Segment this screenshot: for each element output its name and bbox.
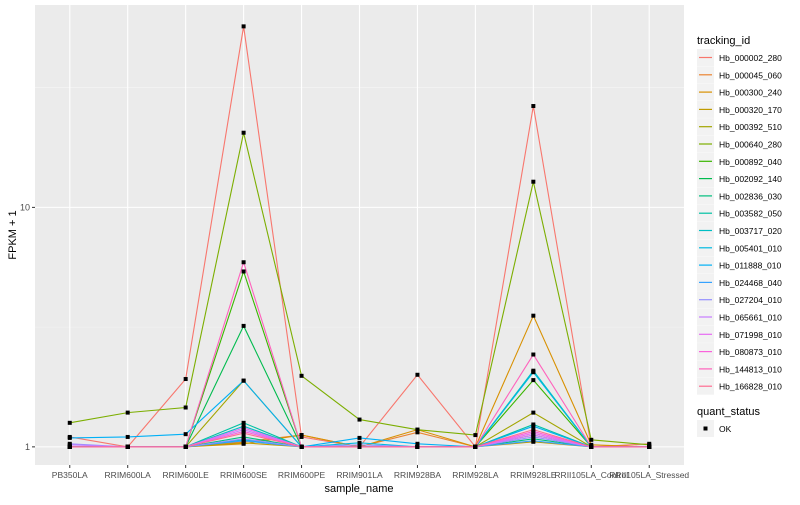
x-tick-label: RRII105LA_Stressed bbox=[609, 470, 689, 480]
legend-label: Hb_000320_170 bbox=[719, 105, 782, 115]
y-tick-label: 10 bbox=[20, 202, 30, 212]
legend-title: tracking_id bbox=[697, 35, 750, 47]
data-point-Hb_000002_280 bbox=[183, 377, 188, 382]
x-tick-label: PB350LA bbox=[52, 470, 88, 480]
data-point-Hb_011888_010 bbox=[531, 424, 536, 429]
data-point-Hb_166828_010 bbox=[299, 444, 304, 449]
data-point-Hb_166828_010 bbox=[357, 444, 362, 449]
data-point-Hb_144813_010 bbox=[531, 352, 536, 357]
shape-legend-title: quant_status bbox=[697, 406, 760, 418]
legend-label: Hb_000640_280 bbox=[719, 140, 782, 150]
data-point-Hb_011888_010 bbox=[415, 441, 420, 446]
legend-label: Hb_002836_030 bbox=[719, 191, 782, 201]
data-point-Hb_000002_280 bbox=[531, 104, 536, 109]
x-tick-label: RRII105LA_Control bbox=[554, 470, 628, 480]
legend-label: Hb_000892_040 bbox=[719, 157, 782, 167]
data-point-Hb_011888_010 bbox=[125, 434, 130, 439]
data-point-Hb_000300_240 bbox=[299, 433, 304, 438]
legend-label: Hb_000300_240 bbox=[719, 88, 782, 98]
legend-label: Hb_005401_010 bbox=[719, 243, 782, 253]
legend-label: Hb_024468_040 bbox=[719, 278, 782, 288]
data-point-Hb_000300_240 bbox=[589, 442, 594, 447]
data-point-Hb_166828_010 bbox=[241, 431, 246, 436]
x-tick-label: RRIM928LE bbox=[510, 470, 557, 480]
y-tick-label: 1 bbox=[25, 442, 30, 452]
data-point-Hb_011888_010 bbox=[357, 435, 362, 440]
data-point-Hb_027204_010 bbox=[241, 436, 246, 441]
data-point-Hb_024468_040 bbox=[531, 438, 536, 443]
data-point-Hb_005401_010 bbox=[357, 440, 362, 445]
data-point-Hb_000640_280 bbox=[299, 373, 304, 378]
data-point-Hb_000640_280 bbox=[183, 405, 188, 410]
legend-label: Hb_000392_510 bbox=[719, 122, 782, 132]
data-point-Hb_166828_010 bbox=[473, 444, 478, 449]
x-tick-label: RRIM600LE bbox=[163, 470, 210, 480]
data-point-Hb_000892_040 bbox=[241, 269, 246, 274]
legend-label: Hb_011888_010 bbox=[719, 261, 782, 271]
data-point-Hb_005401_010 bbox=[531, 370, 536, 375]
data-point-Hb_027204_010 bbox=[357, 442, 362, 447]
data-point-Hb_065661_010 bbox=[67, 442, 72, 447]
data-point-Hb_002092_140 bbox=[241, 323, 246, 328]
data-point-Hb_000640_280 bbox=[415, 427, 420, 432]
data-point-Hb_166828_010 bbox=[647, 444, 652, 449]
legend-label: Hb_071998_010 bbox=[719, 330, 782, 340]
data-point-Hb_011888_010 bbox=[67, 435, 72, 440]
x-tick-label: RRIM600PE bbox=[278, 470, 326, 480]
data-point-Hb_000640_280 bbox=[357, 417, 362, 422]
data-point-Hb_000002_280 bbox=[241, 24, 246, 29]
data-point-Hb_166828_010 bbox=[415, 444, 420, 449]
data-point-Hb_166828_010 bbox=[589, 444, 594, 449]
x-axis: PB350LA RRIM600LA RRIM600LE RRIM600SE RRIM60… bbox=[52, 465, 689, 480]
data-point-Hb_000045_060 bbox=[415, 430, 420, 435]
square-point-icon bbox=[703, 426, 708, 431]
data-point-Hb_166828_010 bbox=[531, 427, 536, 432]
data-point-Hb_003582_050 bbox=[241, 420, 246, 425]
data-point-Hb_000392_510 bbox=[531, 410, 536, 415]
x-axis-title: sample_name bbox=[324, 483, 393, 495]
legend-label: Hb_003582_050 bbox=[719, 209, 782, 219]
data-point-Hb_000640_280 bbox=[125, 410, 130, 415]
data-point-Hb_144813_010 bbox=[241, 260, 246, 265]
x-tick-label: RRIM600SE bbox=[220, 470, 268, 480]
shape-legend-label: OK bbox=[719, 424, 732, 434]
data-point-Hb_166828_010 bbox=[125, 444, 130, 449]
data-point-Hb_071998_010 bbox=[241, 425, 246, 430]
data-point-Hb_000640_280 bbox=[531, 179, 536, 184]
legend-label: Hb_144813_010 bbox=[719, 364, 782, 374]
data-point-Hb_000002_280 bbox=[415, 372, 420, 377]
data-point-Hb_011888_010 bbox=[241, 378, 246, 383]
data-point-Hb_000640_280 bbox=[473, 433, 478, 438]
data-point-Hb_000300_240 bbox=[531, 313, 536, 318]
data-point-Hb_000892_040 bbox=[531, 378, 536, 383]
x-tick-label: RRIM600LA bbox=[105, 470, 152, 480]
legend-label: Hb_166828_010 bbox=[719, 382, 782, 392]
data-point-Hb_166828_010 bbox=[183, 444, 188, 449]
legend-label: Hb_000002_280 bbox=[719, 53, 782, 63]
legend: tracking_id Hb_000002_280 Hb_000045_060 Hb… bbox=[697, 35, 782, 437]
data-point-Hb_011888_010 bbox=[183, 432, 188, 437]
y-axis-title: FPKM + 1 bbox=[7, 210, 19, 259]
y-axis: 1 10 bbox=[20, 202, 35, 452]
data-points bbox=[67, 24, 652, 449]
x-tick-label: RRIM901LA bbox=[336, 470, 383, 480]
data-point-Hb_000640_280 bbox=[241, 130, 246, 135]
data-point-Hb_000640_280 bbox=[67, 420, 72, 425]
legend-label: Hb_065661_010 bbox=[719, 313, 782, 323]
legend-label: Hb_000045_060 bbox=[719, 70, 782, 80]
x-tick-label: RRIM928LA bbox=[452, 470, 499, 480]
data-point-Hb_166828_010 bbox=[67, 444, 72, 449]
legend-label: Hb_002092_140 bbox=[719, 174, 782, 184]
data-point-Hb_000640_280 bbox=[647, 442, 652, 447]
legend-label: Hb_080873_010 bbox=[719, 347, 782, 357]
legend-label: Hb_003717_020 bbox=[719, 226, 782, 236]
data-point-Hb_000640_280 bbox=[589, 437, 594, 442]
legend-label: Hb_027204_010 bbox=[719, 295, 782, 305]
x-tick-label: RRIM928BA bbox=[394, 470, 442, 480]
